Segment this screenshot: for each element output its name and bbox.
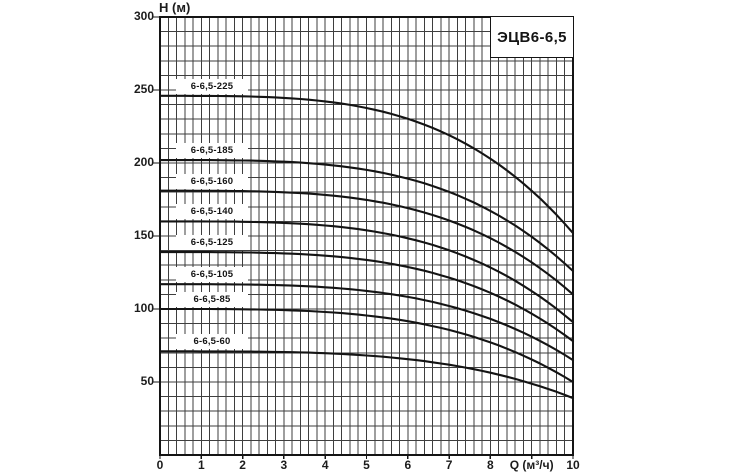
y-tick-label-100: 100 xyxy=(133,301,154,315)
x-tick-label-6: 6 xyxy=(404,458,412,472)
curve-6-6-5-140 xyxy=(158,220,575,324)
y-tick-label-300: 300 xyxy=(133,9,154,23)
x-tick-label-5: 5 xyxy=(363,458,370,472)
x-tick-label-10: 10 xyxy=(566,458,580,472)
curve-label-6-6-5-85: 6-6,5-85 xyxy=(176,292,248,307)
curve-6-6-5-85 xyxy=(158,307,575,384)
curve-label-6-6-5-60: 6-6,5-60 xyxy=(176,334,248,350)
y-tick-label-50: 50 xyxy=(140,374,154,388)
curve-label-6-6-5-125: 6-6,5-125 xyxy=(176,235,248,251)
curve-label-6-6-5-105: 6-6,5-105 xyxy=(176,267,248,283)
chart-title-text: ЭЦВ6-6,5 xyxy=(497,28,567,46)
curve-6-6-5-160 xyxy=(158,189,575,296)
x-tick-label-7: 7 xyxy=(445,458,453,472)
x-tick-label-1: 1 xyxy=(197,458,205,472)
y-tick-label-200: 200 xyxy=(133,155,154,169)
y-axis-title: H (м) xyxy=(159,0,191,15)
curve-6-6-5-105 xyxy=(158,283,575,362)
chart-title-box: ЭЦВ6-6,5 xyxy=(490,16,574,58)
x-axis-title: Q (м³/ч) xyxy=(509,458,554,472)
y-tick-label-150: 150 xyxy=(133,228,154,242)
axis-tick-marks xyxy=(153,16,574,459)
x-tick-label-4: 4 xyxy=(321,458,329,472)
x-tick-label-8: 8 xyxy=(487,458,494,472)
x-tick-label-3: 3 xyxy=(280,458,288,472)
curve-6-6-5-185 xyxy=(158,159,575,273)
curve-6-6-5-60 xyxy=(158,350,575,400)
curve-label-6-6-5-225: 6-6,5-225 xyxy=(176,78,248,94)
x-tick-label-2: 2 xyxy=(239,458,246,472)
curve-6-6-5-225 xyxy=(158,94,575,235)
x-tick-label-0: 0 xyxy=(156,458,164,472)
curve-6-6-5-125 xyxy=(158,251,575,343)
y-tick-label-250: 250 xyxy=(133,82,154,96)
curve-label-6-6-5-140: 6-6,5-140 xyxy=(176,204,248,220)
curve-label-6-6-5-160: 6-6,5-160 xyxy=(176,173,248,189)
curve-label-6-6-5-185: 6-6,5-185 xyxy=(176,143,248,159)
